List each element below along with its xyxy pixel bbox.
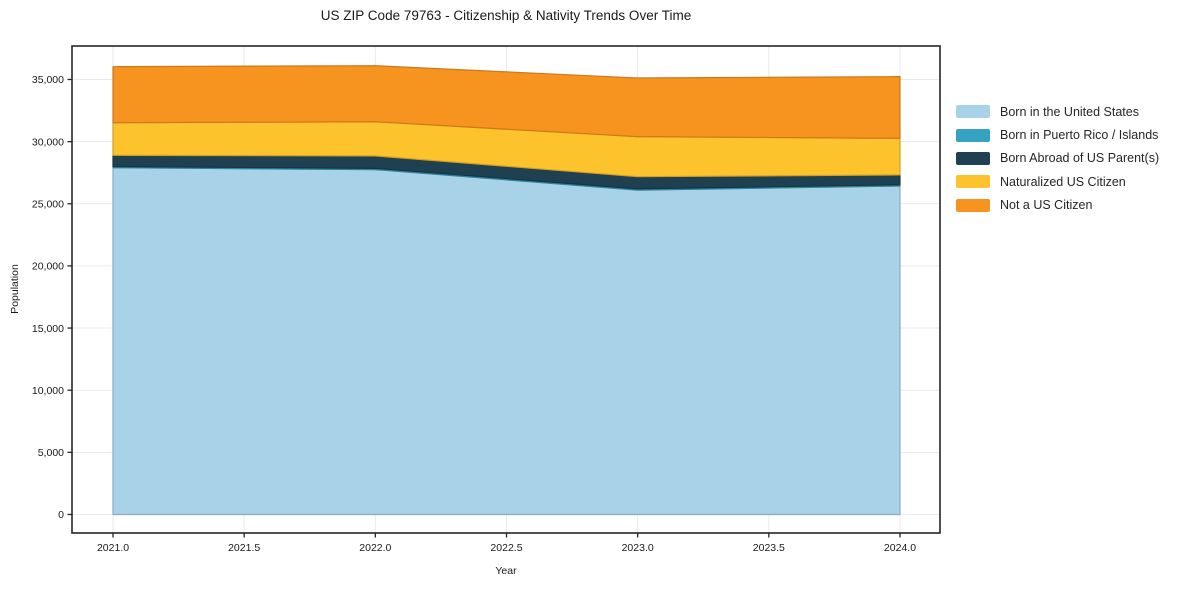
legend-item: Born in Puerto Rico / Islands	[956, 123, 1159, 146]
x-tick-label: 2021.5	[228, 542, 260, 554]
y-tick-label: 5,000	[38, 447, 64, 459]
legend-label: Naturalized US Citizen	[1000, 174, 1126, 189]
legend-swatch-born-abroad-icon	[956, 151, 990, 165]
legend-item: Born in the United States	[956, 100, 1159, 123]
legend: Born in the United States Born in Puerto…	[956, 100, 1159, 217]
legend-item: Not a US Citizen	[956, 194, 1159, 217]
y-tick-label: 20,000	[32, 261, 64, 273]
legend-swatch-born-in-pr-icon	[956, 128, 990, 142]
legend-swatch-not-citizen-icon	[956, 198, 990, 212]
x-tick-label: 2022.0	[359, 542, 391, 554]
x-tick-label: 2023.0	[622, 542, 654, 554]
area-born-in-the-united-states	[112, 167, 901, 516]
x-tick-label: 2024.0	[884, 542, 916, 554]
x-tick-label: 2023.5	[753, 542, 785, 554]
y-tick-label: 15,000	[32, 323, 64, 335]
legend-item: Naturalized US Citizen	[956, 170, 1159, 193]
legend-swatch-naturalized-icon	[956, 175, 990, 189]
legend-label: Born in Puerto Rico / Islands	[1000, 128, 1159, 143]
chart-title: US ZIP Code 79763 - Citizenship & Nativi…	[320, 8, 692, 23]
legend-label: Born in the United States	[1000, 104, 1139, 119]
x-axis-title: Year	[495, 565, 517, 577]
y-tick-label: 30,000	[32, 136, 64, 148]
legend-swatch-born-in-us-icon	[956, 105, 990, 119]
x-tick-label: 2022.5	[490, 542, 522, 554]
y-axis-title: Population	[9, 264, 21, 314]
x-tick-label: 2021.0	[97, 542, 129, 554]
y-tick-label: 10,000	[32, 385, 64, 397]
legend-label: Born Abroad of US Parent(s)	[1000, 151, 1160, 166]
area-not-a-us-citizen	[112, 65, 901, 139]
y-tick-label: 35,000	[32, 74, 64, 86]
legend-label: Not a US Citizen	[1000, 198, 1093, 213]
legend-item: Born Abroad of US Parent(s)	[956, 147, 1159, 170]
y-tick-label: 0	[58, 509, 64, 521]
y-tick-label: 25,000	[32, 198, 64, 210]
